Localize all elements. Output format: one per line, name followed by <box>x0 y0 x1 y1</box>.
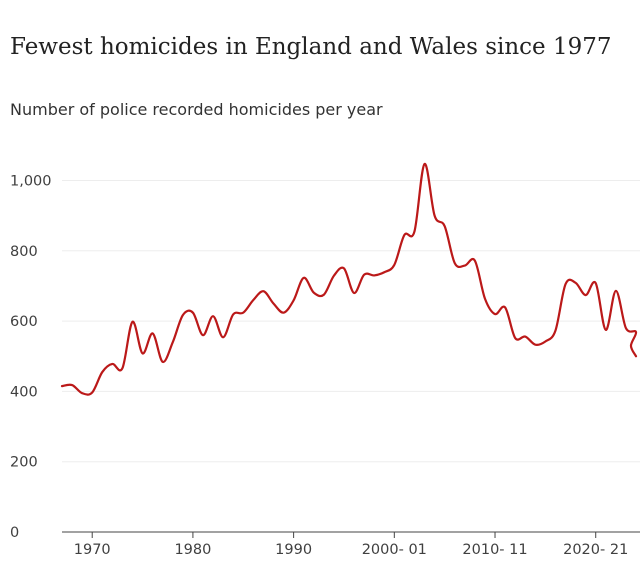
y-tick-label-400: 400 <box>10 384 38 400</box>
x-tick-label-2000: 2000- 01 <box>362 542 427 558</box>
gridlines <box>62 180 640 463</box>
y-axis-labels: 0 200 400 600 800 1,000 <box>10 174 52 542</box>
y-tick-label-1000: 1,000 <box>10 174 52 190</box>
x-tick-label-2010: 2010- 11 <box>462 542 527 558</box>
chart-subtitle: Number of police recorded homicides per … <box>10 100 383 119</box>
x-axis: 1970 1980 1990 2000- 01 2010- 11 2020- 21 <box>62 531 640 558</box>
y-tick-label-0: 0 <box>10 525 19 541</box>
y-tick-label-200: 200 <box>10 455 38 471</box>
x-tick-label-2020: 2020- 21 <box>563 542 628 558</box>
y-tick-label-800: 800 <box>10 244 38 260</box>
x-tick-label-1970: 1970 <box>74 542 111 558</box>
chart-title: Fewest homicides in England and Wales si… <box>10 34 612 60</box>
x-tick-label-1990: 1990 <box>275 542 312 558</box>
series-line-0 <box>60 162 638 396</box>
y-tick-label-600: 600 <box>10 314 38 330</box>
series-group <box>60 162 638 396</box>
x-tick-label-1980: 1980 <box>174 542 211 558</box>
